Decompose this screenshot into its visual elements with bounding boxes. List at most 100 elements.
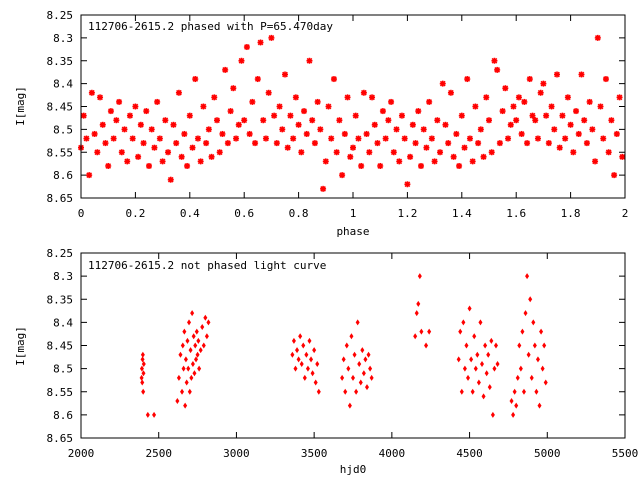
unphased-y-tick-label: 8.25 [47,247,74,260]
unphased-data-point [416,300,421,307]
phased-data-point [554,71,560,78]
phased-y-tick-label: 8.6 [53,169,73,182]
unphased-data-point [517,342,522,349]
unphased-data-point [312,347,317,354]
unphased-x-tick-label: 4000 [379,447,406,460]
phased-data-point [205,126,212,133]
unphased-data-point [187,388,192,395]
unphased-data-point [526,351,531,358]
unphased-data-point [190,310,195,317]
phased-data-point [458,112,465,119]
phased-data-point [439,80,446,87]
phased-data-point [197,158,204,165]
unphased-data-point [347,402,352,409]
unphased-data-point [542,342,547,349]
phased-data-point [488,149,495,156]
unphased-data-point [304,351,309,358]
unphased-data-point [197,365,202,372]
phased-data-point [605,149,612,156]
phased-data-point [358,162,365,169]
phased-data-point [279,126,286,133]
phased-data-point [284,144,291,151]
phased-data-point [146,162,152,169]
unphased-y-tick-label: 8.4 [53,316,73,329]
phased-data-point [352,112,359,119]
phased-data-point [586,98,593,105]
unphased-data-point [185,337,190,344]
phased-points [78,34,626,192]
phased-data-point [83,135,90,142]
phased-data-point [608,117,615,124]
unphased-data-point [315,361,320,367]
unphased-data-point [298,333,303,340]
unphased-data-point [182,328,187,335]
phased-data-point [434,117,441,124]
unphased-data-point [152,411,157,418]
phased-data-point [140,140,147,147]
unphased-data-point [349,333,354,340]
phased-data-point [309,117,316,124]
unphased-data-point [187,319,192,326]
phased-data-point [170,121,177,128]
unphased-data-point [461,319,466,326]
unphased-data-point [419,328,424,335]
unphased-data-point [180,388,185,395]
phased-data-point [350,144,356,151]
phased-data-point [507,121,514,128]
phased-data-point [268,34,275,41]
phased-data-point [447,89,454,96]
phased-data-point [276,103,283,110]
unphased-data-point [194,356,199,363]
unphased-data-point [475,351,480,358]
phased-data-point [88,89,95,96]
phased-data-point [233,135,240,142]
unphased-data-point [191,333,196,340]
unphased-data-point [489,337,494,344]
phased-data-point [317,126,324,133]
phased-data-point [325,103,332,110]
phased-data-point [453,130,460,137]
phased-data-point [499,108,506,115]
phased-data-point [409,121,416,128]
unphased-data-point [464,342,469,349]
phased-data-point [282,71,288,78]
unphased-data-point [344,342,349,349]
phased-data-point [102,140,109,147]
unphased-data-point [523,310,528,317]
phased-data-point [224,140,231,147]
phased-data-point [194,135,201,142]
phased-plot-frame [80,14,626,199]
unphased-points [139,273,548,418]
unphased-y-tick-label: 8.6 [53,409,73,422]
unphased-y-axis-label: I[mag] [14,326,27,366]
phased-data-point [126,112,133,119]
phased-data-point [137,121,144,128]
phased-data-point [496,140,503,147]
unphased-y-tick-label: 8.35 [47,293,74,306]
unphased-y-tick-label: 8.3 [53,270,73,283]
phased-data-point [505,135,512,142]
unphased-data-point [313,379,318,386]
phased-data-point [143,108,150,115]
phased-data-point [611,172,618,179]
phased-data-point [510,103,517,110]
unphased-data-point [534,388,539,395]
phased-x-tick-label: 0 [78,207,85,220]
phased-data-point [344,94,351,101]
phased-data-point [545,140,552,147]
phased-y-tick-label: 8.45 [47,101,74,114]
phased-data-point [404,181,411,188]
phased-data-point [86,172,93,179]
unphased-chart: 8.25 8.3 8.35 8.4 8.45 8.5 8.55 8.6 8.65 2000 250… [14,247,638,476]
phased-data-point [132,103,139,110]
unphased-plot-frame [80,252,626,439]
unphased-data-point [487,384,492,391]
unphased-data-point [198,347,203,354]
phased-data-point [165,149,172,156]
unphased-data-point [490,411,495,418]
phased-data-point [407,153,414,160]
unphased-x-tick-label: 2000 [68,447,95,460]
phased-chart: 8.25 8.3 8.35 8.4 8.45 8.5 8.55 8.6 8.65 0 0.2 0.4… [14,9,628,238]
unphased-data-point [521,388,526,395]
unphased-data-point [511,411,516,418]
